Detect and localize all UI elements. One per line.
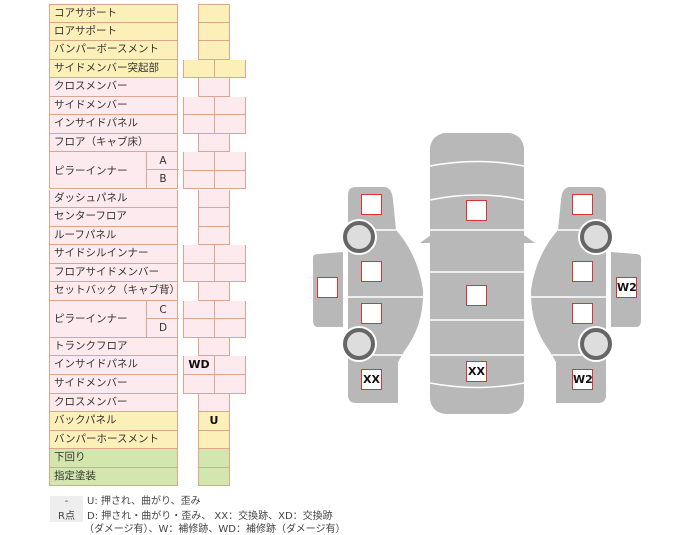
legend-key: R点 — [50, 507, 83, 522]
mark-cell-left[interactable]: WD — [183, 356, 215, 375]
legend-text: （ダメージ有）、W：補修跡、WD：補修跡（ダメージ有） — [84, 524, 346, 535]
row-label: ピラーインナー — [54, 313, 128, 326]
mark-cell[interactable] — [198, 282, 230, 301]
sub-label: B — [146, 170, 179, 189]
mark-cell-right[interactable] — [214, 152, 246, 171]
mark-cell[interactable]: U — [198, 412, 230, 431]
row-label: クロスメンバー — [49, 78, 178, 97]
sub-label: A — [146, 152, 179, 171]
mark-cell-right[interactable] — [214, 245, 246, 264]
row-label: クロスメンバー — [49, 393, 178, 413]
sub-label: D — [146, 318, 179, 337]
legend-key: - — [50, 496, 83, 507]
row-label: ピラーインナー — [54, 164, 128, 177]
mark-cell-right[interactable] — [214, 59, 246, 79]
row-label: バンパーボースメント — [49, 41, 178, 60]
row-label: ダッシュパネル — [49, 189, 178, 209]
row-label: バックパネル — [49, 412, 178, 431]
mark-cell-right[interactable] — [214, 300, 246, 320]
diagram-mark-left[interactable]: XX — [361, 369, 382, 390]
mirror-left — [420, 235, 431, 243]
mark-cell-right[interactable] — [214, 375, 246, 394]
mark-cell[interactable] — [198, 226, 230, 246]
legend-row: - U: 押され、曲がり、歪み — [50, 492, 201, 507]
row-label: セットバック（キャブ背） — [49, 282, 180, 301]
row-label: コアサポート — [49, 4, 178, 23]
legend-text: U: 押され、曲がり、歪み — [87, 496, 201, 507]
diagram-mark-right[interactable]: W2 — [572, 369, 593, 390]
mark-cell[interactable] — [198, 78, 230, 97]
row-label: センターフロア — [49, 208, 178, 227]
row-label: バンパーホースメント — [49, 430, 178, 450]
mark-cell[interactable] — [198, 133, 230, 153]
row-label: サイドメンバー — [49, 375, 178, 394]
mirror-right — [524, 235, 535, 243]
legend-row: （ダメージ有）、W：補修跡、WD：補修跡（ダメージ有） — [84, 520, 345, 535]
mark-cell[interactable] — [198, 208, 230, 227]
mark-cell-right[interactable] — [214, 115, 246, 134]
row-label: インサイドパネル — [49, 356, 178, 375]
diagram-mark-center[interactable]: XX — [466, 361, 487, 382]
diagram-mark-left[interactable] — [361, 194, 382, 215]
diagram-mark-left[interactable] — [317, 277, 338, 298]
row-label: ロアサポート — [49, 22, 178, 42]
mark-cell[interactable] — [198, 4, 230, 23]
mark-cell[interactable] — [198, 41, 230, 60]
diagram-mark-right[interactable] — [572, 261, 593, 282]
diagram-mark-right[interactable] — [572, 194, 593, 215]
legend-text: D: 押され・曲がり・歪み、 XX：交換跡、XD：交換跡 — [87, 511, 333, 522]
diagram-mark-center[interactable] — [466, 200, 487, 221]
mark-cell-right[interactable] — [214, 319, 246, 338]
car-top-body — [430, 133, 524, 414]
sub-label: C — [146, 300, 179, 319]
diagram-mark-right[interactable]: W2 — [616, 277, 637, 298]
mark-cell[interactable] — [198, 467, 230, 487]
row-label: 指定塗装 — [49, 467, 178, 487]
row-label: フロアサイドメンバー — [49, 263, 178, 283]
mark-cell[interactable] — [198, 393, 230, 413]
mark-cell[interactable] — [198, 430, 230, 450]
pillar-group: ピラーインナー A B — [49, 152, 179, 190]
row-label: フロア（キャブ床） — [49, 133, 178, 153]
mark-cell-right[interactable] — [214, 170, 246, 190]
mark-cell-right[interactable] — [214, 356, 246, 375]
row-label: サイドメンバー突起部 — [49, 59, 178, 79]
mark-cell[interactable] — [198, 337, 230, 357]
row-label: サイドシルインナー — [49, 245, 178, 264]
diagram-mark-center[interactable] — [466, 285, 487, 306]
mark-cell[interactable] — [198, 449, 230, 468]
row-label: 下回り — [49, 449, 178, 468]
mark-cell[interactable] — [198, 189, 230, 209]
pillar-group: ピラーインナー C D — [49, 300, 179, 338]
mark-cell-right[interactable] — [214, 263, 246, 283]
legend-row: R点 D: 押され・曲がり・歪み、 XX：交換跡、XD：交換跡 — [50, 507, 333, 522]
diagram-mark-left[interactable] — [361, 261, 382, 282]
row-label: ルーフパネル — [49, 226, 178, 246]
row-label: サイドメンバー — [49, 96, 178, 116]
diagram-mark-right[interactable] — [572, 303, 593, 324]
row-label: トランクフロア — [49, 337, 178, 357]
wheel-icon — [341, 219, 614, 362]
row-label: インサイドパネル — [49, 115, 178, 134]
diagram-mark-left[interactable] — [361, 303, 382, 324]
mark-cell-right[interactable] — [214, 96, 246, 116]
mark-cell[interactable] — [198, 22, 230, 42]
